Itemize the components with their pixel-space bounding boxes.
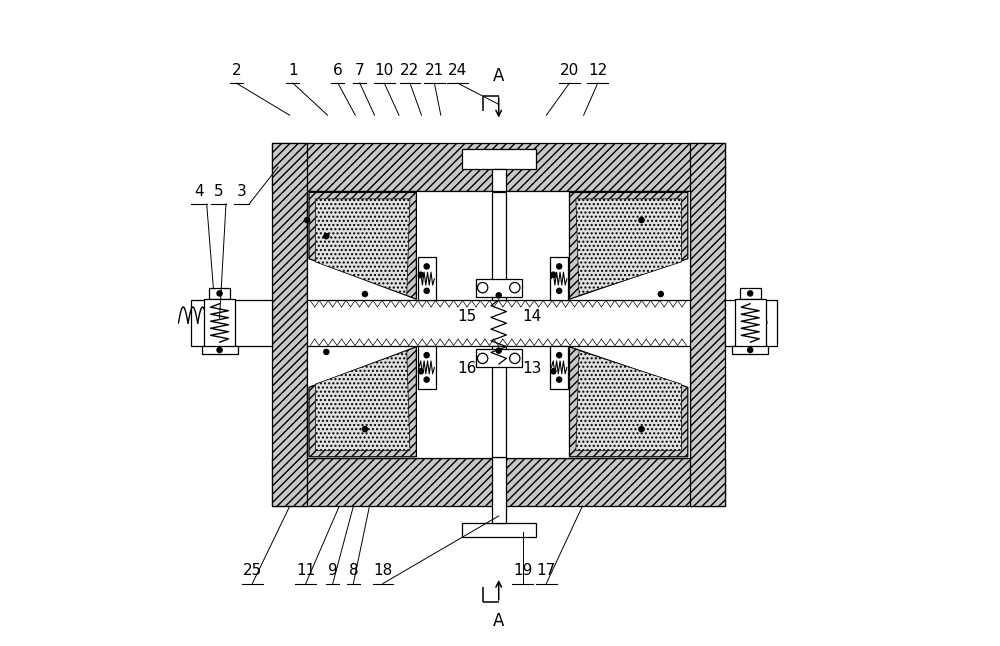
Bar [476,349,522,368]
Bar [492,346,506,457]
Circle shape [424,353,429,358]
Text: 12: 12 [588,63,607,78]
Text: 7: 7 [355,63,365,78]
Circle shape [551,369,556,374]
Polygon shape [576,351,681,450]
Circle shape [217,348,222,353]
Circle shape [304,218,310,223]
Bar [732,346,768,354]
Circle shape [748,291,753,296]
Text: 13: 13 [522,360,542,375]
Bar [735,298,766,348]
Text: 15: 15 [457,309,476,324]
Circle shape [557,288,562,293]
Circle shape [362,426,367,432]
Text: 6: 6 [333,63,343,78]
Text: 3: 3 [237,183,246,198]
Bar [492,169,506,191]
Circle shape [362,291,367,297]
Text: 24: 24 [448,63,467,78]
Text: 16: 16 [457,360,476,375]
Circle shape [496,293,501,298]
Circle shape [217,291,222,296]
Text: 22: 22 [400,63,420,78]
Circle shape [424,264,429,269]
Bar [550,346,568,390]
Circle shape [418,272,423,277]
Bar [272,143,307,506]
Bar [725,300,777,346]
Text: 8: 8 [349,563,358,578]
Text: 1: 1 [288,63,298,78]
Text: 10: 10 [375,63,394,78]
Text: A: A [493,612,504,630]
Polygon shape [569,347,688,457]
Text: 19: 19 [513,563,532,578]
Circle shape [510,353,520,364]
Polygon shape [315,351,410,450]
Circle shape [658,291,663,297]
Bar [418,256,436,300]
Circle shape [424,288,429,293]
Text: 9: 9 [328,563,338,578]
Text: 14: 14 [523,309,542,324]
Circle shape [324,349,329,355]
Circle shape [748,348,753,353]
Text: 21: 21 [425,63,444,78]
Text: 25: 25 [243,563,262,578]
Circle shape [551,272,556,277]
Bar [202,346,238,354]
Polygon shape [315,199,410,295]
Text: 17: 17 [537,563,556,578]
Text: 4: 4 [194,183,204,198]
Text: 2: 2 [231,63,241,78]
Circle shape [639,218,644,223]
Bar [307,346,690,458]
Bar [492,457,506,523]
Bar [462,149,536,169]
Circle shape [557,264,562,269]
Bar [191,300,272,346]
Bar [740,288,761,298]
Circle shape [424,377,429,382]
Circle shape [496,348,501,353]
Bar [272,458,725,506]
Bar [209,288,230,298]
Circle shape [477,282,488,293]
Bar [462,523,536,537]
Bar [204,298,235,348]
Bar [690,143,725,506]
Circle shape [477,353,488,364]
Polygon shape [576,199,681,295]
Text: 20: 20 [560,63,579,78]
Circle shape [557,353,562,358]
Polygon shape [309,347,416,457]
Bar [476,278,522,297]
Circle shape [557,377,562,382]
Bar [272,143,725,191]
Text: 5: 5 [213,183,223,198]
Circle shape [418,369,423,374]
Bar [418,346,436,390]
Circle shape [639,426,644,432]
Bar [492,193,506,300]
Circle shape [510,282,520,293]
Polygon shape [309,193,416,299]
Text: A: A [493,67,504,85]
Text: 11: 11 [296,563,315,578]
Polygon shape [569,193,688,299]
Bar [550,256,568,300]
Text: 18: 18 [373,563,393,578]
Circle shape [324,234,329,239]
Bar [307,191,690,300]
